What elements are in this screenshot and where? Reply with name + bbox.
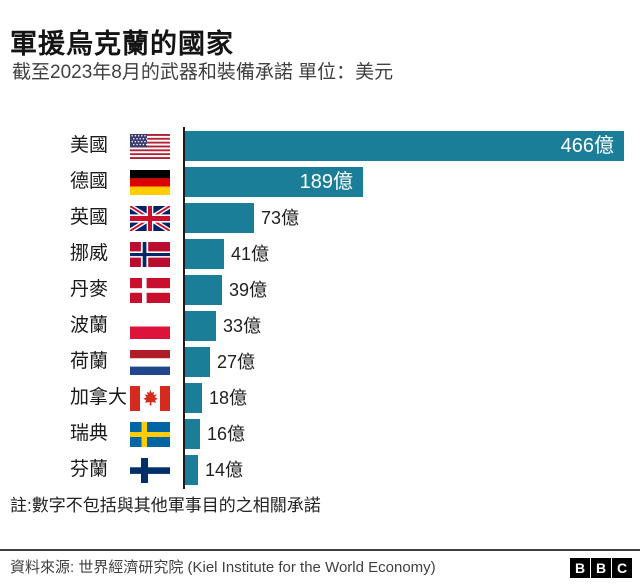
flag-us-icon [130,134,170,159]
bar-fi [185,455,198,485]
bbc-logo-letter: B [570,558,590,578]
value-label: 466億 [560,135,614,157]
country-label: 加拿大 [70,387,128,408]
value-label: 18億 [209,388,248,408]
chart-note: 註:數字不包括與其他軍事目的之相關承諾 [10,496,321,515]
bar-de: 189億 [185,167,363,197]
flag-gb-icon [130,206,170,231]
flag-nl-icon [130,350,170,375]
bar-dk [185,275,222,305]
country-label: 丹麥 [70,279,109,300]
value-label: 41億 [231,244,270,264]
bbc-logo-letter: B [591,558,611,578]
bar-no [185,239,224,269]
chart-subtitle: 截至2023年8月的武器和裝備承諾 單位：美元 [12,62,394,83]
country-label: 挪威 [70,243,109,264]
value-label: 14億 [205,460,244,480]
source-text: 資料來源: 世界經濟研究院 (Kiel Institute for the Wo… [10,559,436,576]
flag-se-icon [130,422,170,447]
value-label: 16億 [207,424,246,444]
country-label: 荷蘭 [70,351,109,372]
y-axis-line [183,127,185,489]
bar-us: 466億 [185,131,624,161]
flag-ca-icon [130,386,170,411]
chart-title: 軍援烏克蘭的國家 [10,29,234,60]
value-label: 33億 [223,316,262,336]
value-label: 73億 [261,208,300,228]
bbc-logo-letter: C [612,558,632,578]
flag-de-icon [130,170,170,195]
footer-divider [0,549,640,551]
country-label: 芬蘭 [70,459,109,480]
bbc-logo: B B C [570,558,632,578]
bar-ca [185,383,202,413]
bar-nl [185,347,210,377]
bar-se [185,419,200,449]
country-label: 瑞典 [70,423,109,444]
flag-pl-icon [130,314,170,339]
country-label: 德國 [70,171,109,192]
bar-pl [185,311,216,341]
bar-gb [185,203,254,233]
value-label: 27億 [217,352,256,372]
value-label: 39億 [229,280,268,300]
country-label: 波蘭 [70,315,109,336]
flag-no-icon [130,242,170,267]
flag-fi-icon [130,458,170,483]
flag-dk-icon [130,278,170,303]
country-label: 美國 [70,135,109,156]
country-label: 英國 [70,207,109,228]
value-label: 189億 [299,171,353,193]
